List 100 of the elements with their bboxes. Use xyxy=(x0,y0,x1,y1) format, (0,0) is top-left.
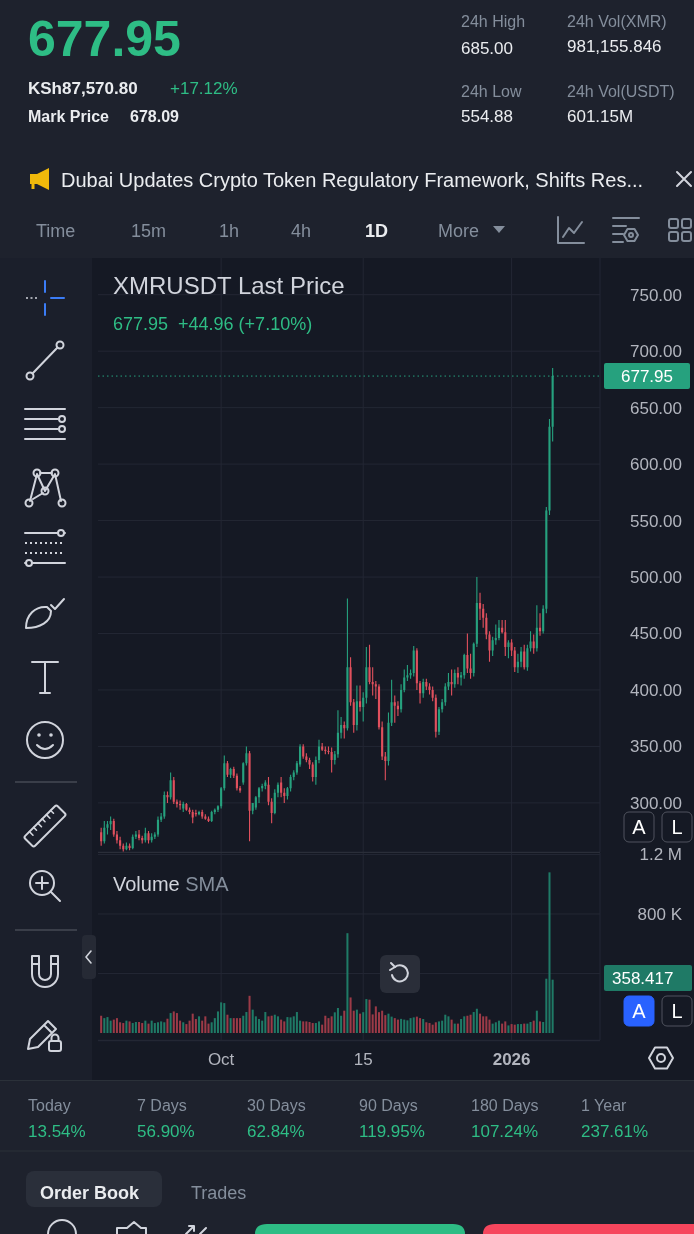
bar xyxy=(535,1010,538,1033)
bar xyxy=(163,1022,166,1033)
bar xyxy=(346,933,349,1033)
text: Trades xyxy=(191,1183,247,1203)
bar xyxy=(497,1020,500,1033)
y-tick-label: 800 K xyxy=(637,904,683,924)
text: 107.24% xyxy=(471,1122,539,1141)
bar xyxy=(330,1016,333,1033)
bar xyxy=(191,1013,194,1033)
text: +17.12% xyxy=(170,79,238,98)
bar xyxy=(428,1023,431,1033)
text: 15m xyxy=(131,221,167,241)
bar xyxy=(308,1021,311,1033)
bar xyxy=(343,1010,346,1033)
text: Order Book xyxy=(40,1183,141,1203)
text: 677.95 xyxy=(28,11,181,67)
y-tick-label: 400.00 xyxy=(630,680,682,700)
candlestick xyxy=(497,619,501,641)
bar xyxy=(267,1016,270,1033)
x-tick-label: Oct xyxy=(207,1050,235,1069)
text: 4h xyxy=(291,221,312,241)
candlestick xyxy=(226,761,229,777)
bar xyxy=(327,1018,330,1033)
y-tick-label: 500.00 xyxy=(630,567,682,587)
bar xyxy=(251,1009,254,1033)
text: 678.09 xyxy=(130,108,180,125)
bar xyxy=(504,1021,507,1033)
y-tick-label: 600.00 xyxy=(630,455,682,475)
bar xyxy=(548,872,551,1033)
bar xyxy=(280,1019,283,1033)
bar xyxy=(485,1016,488,1033)
y-tick-label: 700.00 xyxy=(630,342,682,362)
text: Volume SMA xyxy=(113,873,230,895)
x-tick-label: 15 xyxy=(353,1050,373,1069)
bar xyxy=(491,1023,494,1033)
text: 90 Days xyxy=(359,1097,418,1114)
text: 685.00 xyxy=(461,39,513,58)
bar xyxy=(406,1020,409,1033)
text: 554.88 xyxy=(461,107,513,126)
bar xyxy=(175,1013,178,1033)
y-tick-label: 350.00 xyxy=(630,737,682,757)
text: More xyxy=(438,221,480,241)
bar xyxy=(374,1006,377,1033)
bar xyxy=(460,1019,463,1033)
bar xyxy=(333,1012,336,1033)
bar xyxy=(220,1002,223,1033)
bar xyxy=(204,1016,207,1033)
text: 24h Low xyxy=(461,83,522,100)
bar xyxy=(444,1014,447,1033)
bar xyxy=(482,1016,485,1033)
bar xyxy=(488,1019,491,1033)
bar xyxy=(295,1012,298,1033)
y-tick-label: 750.00 xyxy=(630,285,682,305)
candlestick xyxy=(207,816,210,823)
bar xyxy=(166,1018,169,1033)
bar xyxy=(226,1014,229,1033)
y-tick-label: 300.00 xyxy=(630,793,682,813)
text: 56.90% xyxy=(137,1122,195,1141)
bar xyxy=(289,1017,292,1033)
bar xyxy=(431,1024,434,1033)
text: 119.95% xyxy=(359,1122,425,1141)
y-tick-label: 450.00 xyxy=(630,624,682,644)
text: 677.95 +44.96 (+7.10%) xyxy=(113,314,313,334)
toggle-button: A xyxy=(623,811,655,843)
candlestick xyxy=(137,829,141,841)
bar xyxy=(198,1016,201,1033)
y-tick-label: 550.00 xyxy=(630,511,682,531)
bar xyxy=(134,1021,137,1033)
candlestick xyxy=(538,613,542,636)
bar xyxy=(138,1021,141,1033)
y-tick-label: 1.2 M xyxy=(639,845,682,865)
bar xyxy=(258,1019,261,1033)
bar xyxy=(156,1022,159,1033)
text: 30 Days xyxy=(247,1097,306,1114)
toggle-button: A xyxy=(623,995,655,1027)
text: 601.15M xyxy=(567,107,634,126)
text: 180 Days xyxy=(471,1097,539,1114)
bar xyxy=(381,1010,384,1033)
text: KSh87,570.80 xyxy=(28,79,138,98)
bar xyxy=(223,1003,226,1033)
bar xyxy=(276,1016,279,1033)
bar xyxy=(494,1022,497,1033)
text: 358.417 xyxy=(612,968,674,988)
candlestick xyxy=(147,831,150,844)
bar xyxy=(245,1012,248,1033)
text: 1D xyxy=(365,221,389,241)
bar xyxy=(336,1008,339,1033)
text: 237.61% xyxy=(581,1122,649,1141)
bar xyxy=(305,1021,308,1033)
text: 1 Year xyxy=(581,1097,628,1114)
bar xyxy=(235,1018,238,1033)
text: 13.54% xyxy=(28,1122,86,1141)
text: 981,155.846 xyxy=(567,37,662,56)
bar xyxy=(403,1019,406,1033)
text: Time xyxy=(36,221,76,241)
text: 62.84% xyxy=(247,1122,305,1141)
ref-line-label: 677.95 xyxy=(621,367,673,387)
text: Dubai Updates Crypto Token Regulatory Framework, Shifts Res... xyxy=(61,169,644,191)
bar xyxy=(396,1019,399,1033)
bar xyxy=(475,1008,478,1033)
